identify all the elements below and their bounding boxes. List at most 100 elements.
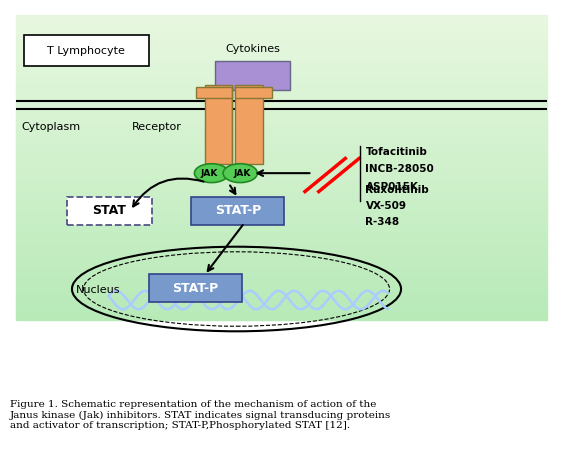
Bar [16,192,547,195]
Text: ASP015K: ASP015K [365,182,418,192]
FancyBboxPatch shape [149,274,242,302]
Text: Cytoplasm: Cytoplasm [21,122,80,132]
Bar [16,253,547,256]
Bar [16,265,547,268]
FancyBboxPatch shape [215,61,289,90]
Bar [16,113,547,116]
Bar [16,238,547,241]
Bar [16,180,547,183]
Text: Cytokines: Cytokines [225,44,280,54]
Bar [16,281,547,284]
Bar [16,232,547,235]
Bar [16,168,547,171]
Text: JAK: JAK [200,168,217,178]
Text: T Lymphocyte: T Lymphocyte [47,46,125,56]
Text: Figure 1. Schematic representation of the mechanism of action of the
Janus kinas: Figure 1. Schematic representation of th… [10,400,391,430]
Bar [16,213,547,217]
Bar [16,198,547,201]
Bar [16,33,547,37]
Bar [16,189,547,192]
Bar [235,85,263,164]
Bar [16,58,547,61]
Bar [16,146,547,149]
Bar [16,293,547,296]
Bar [16,275,547,278]
Bar [16,79,547,82]
Text: Tofacitinib: Tofacitinib [365,147,427,157]
Bar [205,85,232,164]
Bar [16,45,547,49]
Bar [16,207,547,211]
Bar [16,174,547,177]
Bar [16,82,547,85]
Bar [16,119,547,122]
Bar [16,256,547,259]
Bar [16,134,547,137]
Text: JAK: JAK [233,168,251,178]
Bar [16,219,547,223]
Bar [16,137,547,140]
Bar [16,155,547,159]
Bar [196,88,232,98]
Bar [16,140,547,143]
Bar [16,235,547,238]
Bar [16,153,547,155]
Text: STAT-P: STAT-P [215,205,261,217]
Bar [16,259,547,262]
Bar [16,128,547,131]
Bar [16,278,547,281]
Bar [16,95,547,97]
Bar [16,131,547,134]
Bar [16,149,547,153]
Bar [16,30,547,33]
Bar [16,21,547,24]
Bar [16,24,547,27]
Bar [16,217,547,219]
Bar [16,43,547,45]
Bar [16,55,547,58]
Ellipse shape [194,164,229,183]
FancyBboxPatch shape [67,197,152,225]
Bar [16,284,547,287]
Bar [16,39,547,43]
Bar [16,290,547,293]
Bar [16,183,547,186]
Text: Nucleus: Nucleus [76,285,121,295]
Bar [16,299,547,302]
Bar [16,223,547,226]
Bar [16,18,547,21]
Bar [16,165,547,168]
Bar [16,143,547,146]
Bar [16,15,547,18]
Ellipse shape [223,164,257,183]
Bar [16,103,547,107]
Bar [16,250,547,253]
Bar [16,287,547,290]
Bar [16,308,547,311]
Bar [16,268,547,271]
Bar [16,88,547,91]
Bar [16,97,547,101]
Bar [16,67,547,70]
Bar [16,116,547,119]
FancyBboxPatch shape [192,197,284,225]
Bar [16,244,547,247]
Text: INCB-28050: INCB-28050 [365,164,434,175]
Bar [16,159,547,161]
Bar [16,125,547,128]
Bar [16,262,547,265]
Bar [16,73,547,76]
FancyBboxPatch shape [24,35,149,66]
Bar [16,64,547,67]
Bar [16,49,547,51]
Bar [16,195,547,198]
Text: R-348: R-348 [365,217,400,227]
Text: Receptor: Receptor [132,122,182,132]
Bar [16,85,547,88]
Bar [16,91,547,95]
Bar [16,27,547,30]
Text: STAT-P: STAT-P [173,282,219,294]
Bar [16,37,547,39]
Bar [16,107,547,110]
Bar [16,171,547,174]
